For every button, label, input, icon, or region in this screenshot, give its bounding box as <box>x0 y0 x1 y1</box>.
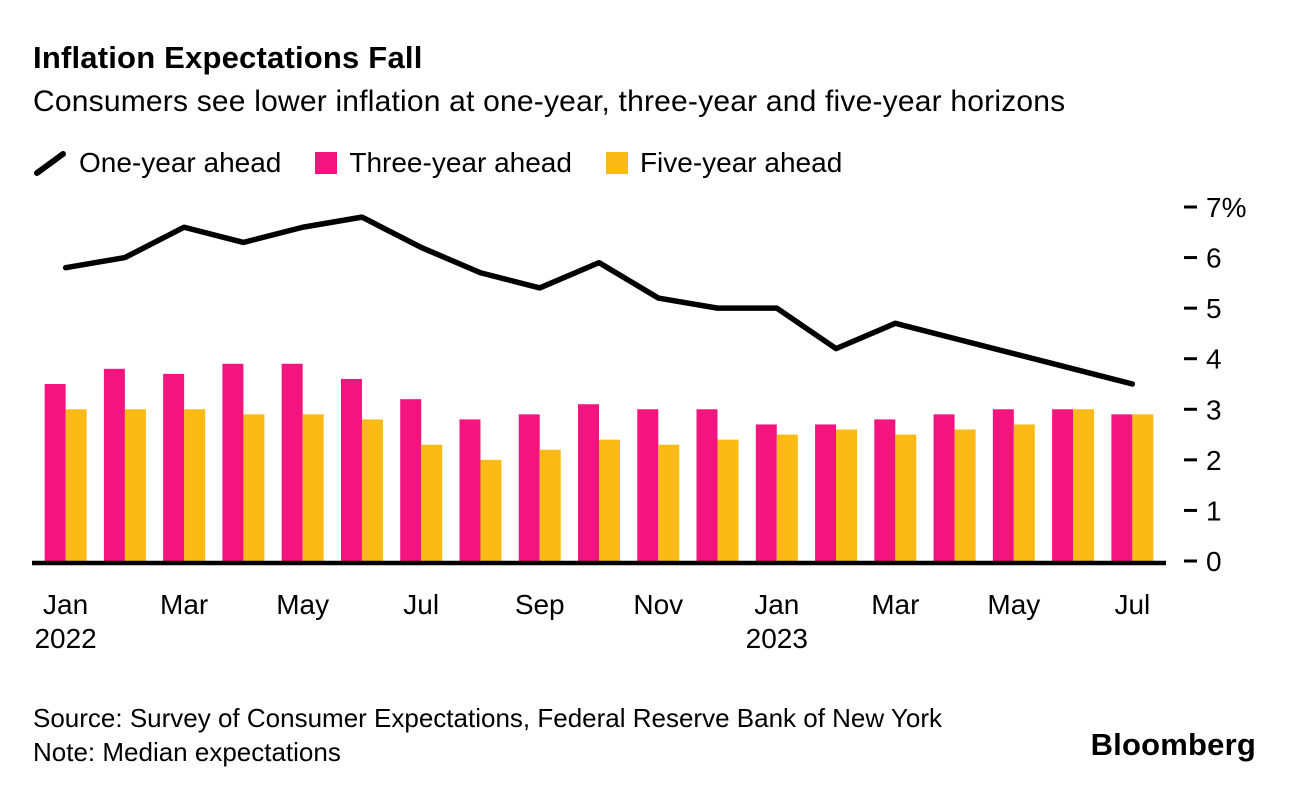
bar-five-year <box>717 439 739 563</box>
bar-three-year <box>874 419 896 563</box>
x-tick-label: Nov <box>633 589 683 620</box>
bar-five-year <box>65 409 87 563</box>
bar-five-year <box>599 439 620 563</box>
bar-three-year <box>578 404 599 563</box>
x-tick-label: May <box>276 589 329 620</box>
source-text: Source: Survey of Consumer Expectations,… <box>33 703 942 733</box>
legend-label-five-year: Five-year ahead <box>639 147 843 178</box>
legend: One-year ahead Three-year ahead Five-yea… <box>33 147 842 179</box>
x-tick-label: Mar <box>871 589 919 620</box>
legend-item-three-year: Three-year ahead <box>315 147 572 179</box>
x-tick-year-label: 2022 <box>34 623 96 654</box>
bar-five-year <box>1073 409 1095 563</box>
bar-five-year <box>302 414 324 563</box>
bar-three-year <box>637 409 659 563</box>
bar-swatch-icon-three-year <box>315 152 338 174</box>
note-text: Note: Median expectations <box>33 737 341 767</box>
bar-five-year <box>836 429 858 563</box>
bar-three-year <box>400 399 422 563</box>
y-tick-label: 0 <box>1206 546 1222 577</box>
bar-three-year <box>755 424 777 563</box>
bar-five-year <box>658 444 680 563</box>
bar-five-year <box>124 409 146 563</box>
bar-three-year <box>1052 409 1074 563</box>
bar-five-year <box>954 429 976 563</box>
x-tick-year-label: 2023 <box>746 623 808 654</box>
bar-three-year <box>44 384 66 563</box>
bar-three-year <box>992 409 1014 563</box>
chart-subtitle: Consumers see lower inflation at one-yea… <box>33 85 1066 118</box>
x-tick-label: Jul <box>1114 589 1150 620</box>
bar-three-year <box>815 424 837 563</box>
legend-label-one-year: One-year ahead <box>79 147 282 178</box>
bloomberg-logo: Bloomberg <box>1090 727 1256 762</box>
bar-five-year <box>895 434 917 563</box>
bar-three-year <box>696 409 718 563</box>
bar-five-year <box>361 419 383 563</box>
bar-five-year <box>184 409 206 563</box>
bar-three-year <box>222 363 244 563</box>
bar-five-year <box>1013 424 1035 563</box>
bar-five-year <box>480 459 502 563</box>
bar-three-year <box>1111 414 1133 563</box>
legend-label-three-year: Three-year ahead <box>349 147 572 178</box>
bar-three-year <box>933 414 955 563</box>
line-one-year <box>62 214 1136 387</box>
bar-three-year <box>163 373 185 563</box>
y-tick-label: 1 <box>1206 495 1222 526</box>
y-tick-label: 6 <box>1206 243 1222 274</box>
bar-three-year <box>103 368 125 563</box>
bar-five-year <box>421 444 443 563</box>
y-tick-label: 3 <box>1206 394 1222 425</box>
bar-swatch-icon-five-year <box>605 152 628 174</box>
x-tick-label: Jan <box>43 589 88 620</box>
bar-five-year <box>539 449 561 563</box>
y-tick-label: 4 <box>1206 344 1222 375</box>
x-tick-label: May <box>987 589 1040 620</box>
footer-source-block: Source: Survey of Consumer Expectations,… <box>33 701 942 769</box>
y-tick-label: 7% <box>1206 192 1246 223</box>
x-tick-label: Jul <box>403 589 439 620</box>
y-tick-label: 2 <box>1206 445 1222 476</box>
legend-item-five-year: Five-year ahead <box>605 147 843 179</box>
x-tick-label: Jan <box>754 589 799 620</box>
legend-item-one-year: One-year ahead <box>33 147 281 179</box>
bar-five-year <box>1132 414 1154 563</box>
x-tick-label: Mar <box>160 589 208 620</box>
bar-three-year <box>281 363 303 563</box>
bar-five-year <box>243 414 265 563</box>
bar-three-year <box>340 378 362 563</box>
y-tick-label: 5 <box>1206 293 1222 324</box>
bar-three-year <box>518 414 540 563</box>
bar-three-year <box>459 419 481 563</box>
bar-five-year <box>776 434 798 563</box>
chart-title: Inflation Expectations Fall <box>33 40 423 75</box>
x-tick-label: Sep <box>515 589 565 620</box>
line-series-icon <box>34 150 66 176</box>
